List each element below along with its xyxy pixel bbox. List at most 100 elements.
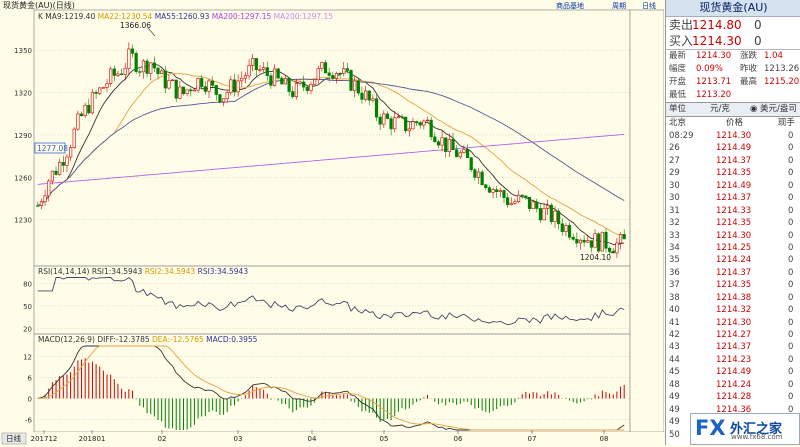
tick-row[interactable]: 49 1214.36 0	[666, 404, 800, 416]
chart-area[interactable]: 现货黄金(AU)(日线) 商品基地 周期 日线 1230 1260 1290 1320…	[0, 0, 665, 445]
tick-row[interactable]: 43 1214.37 0	[666, 341, 800, 353]
candle-body	[105, 83, 109, 88]
candle-body	[564, 225, 568, 232]
candle-body	[305, 86, 309, 91]
unit-radio-icon[interactable]: ◉	[750, 104, 758, 114]
unit-bar[interactable]: 单位 元/克 ◉ 美元/盎司	[666, 102, 800, 117]
candle-body	[316, 68, 320, 81]
tick-row[interactable]: 34 1214.25 0	[666, 242, 800, 254]
low-annotation-label: 1204.10	[580, 253, 611, 262]
tick-row[interactable]: 35 1214.24 0	[666, 254, 800, 266]
candle-body	[622, 234, 626, 240]
y-tick-label: 1230	[14, 217, 32, 225]
tick-price: 1214.38	[716, 292, 752, 303]
tick-row[interactable]: 36 1214.37 0	[666, 267, 800, 279]
tick-row[interactable]: 31 1214.33 0	[666, 205, 800, 217]
tick-row[interactable]: 40 1214.32 0	[666, 304, 800, 316]
tick-volume: 0	[788, 193, 794, 204]
tick-row[interactable]: 41 1214.30 0	[666, 317, 800, 329]
stat-row: 最低 1213.20	[666, 89, 800, 102]
legend-item: MACD:0.3955	[204, 335, 258, 344]
chart-svg[interactable]: 现货黄金(AU)(日线) 商品基地 周期 日线 1230126012901320…	[0, 0, 665, 445]
legend-item: RSI1:34.5943	[89, 267, 142, 276]
tick-row[interactable]: 08:29 1214.30 0	[666, 130, 800, 142]
candle-body	[389, 118, 393, 130]
candle-body	[313, 79, 317, 85]
tick-list[interactable]: 08:29 1214.30 0 26 1214.49 0 27 1214.37 0 29 1214.…	[666, 130, 800, 441]
tick-row[interactable]: 38 1214.38 0	[666, 292, 800, 304]
tick-row[interactable]: 26 1214.49 0	[666, 142, 800, 154]
stat-key: 开盘	[669, 77, 687, 87]
candle-body	[549, 204, 553, 223]
y-tick-label: 1290	[14, 132, 32, 140]
stat-key: 最新	[669, 51, 687, 61]
candle-body	[167, 80, 171, 89]
candle-body	[506, 197, 510, 206]
x-tick-label: 02	[158, 435, 167, 443]
candle-body	[43, 195, 47, 202]
logo-fx: FX	[695, 416, 726, 440]
candle-body	[342, 68, 346, 74]
tick-row[interactable]: 27 1214.37 0	[666, 155, 800, 167]
sell-row[interactable]: 卖出 1214.80 0	[666, 17, 800, 33]
tick-volume: 0	[788, 354, 794, 365]
tick-row[interactable]: 45 1214.49 0	[666, 366, 800, 378]
tick-price: 1214.49	[716, 367, 752, 378]
candlesticks[interactable]	[36, 42, 626, 258]
tick-row[interactable]: 44 1214.23 0	[666, 354, 800, 366]
legend-item: MA200:1297.15	[271, 12, 333, 21]
y-tick-label: 0	[28, 396, 32, 404]
tick-row[interactable]: 42 1214.27 0	[666, 329, 800, 341]
main-panel-frame	[33, 9, 631, 267]
chart-header-bg	[0, 0, 664, 10]
x-tick-label: 201712	[31, 435, 58, 443]
sell-volume: 0	[754, 18, 762, 32]
unit-value[interactable]: 元/克	[710, 104, 730, 114]
tick-row[interactable]: 37 1214.35 0	[666, 279, 800, 291]
tick-volume: 0	[788, 131, 794, 141]
period-button[interactable]: 周期	[612, 2, 626, 10]
tick-row[interactable]: 32 1214.35 0	[666, 217, 800, 229]
tick-header-time: 北京	[669, 118, 687, 128]
daily-button[interactable]: 日线	[642, 1, 656, 10]
tick-volume: 0	[788, 342, 794, 353]
tick-row[interactable]: 33 1214.30 0	[666, 230, 800, 242]
legend-item: MACD(12,26,9)	[38, 335, 95, 344]
product-base-button[interactable]: 商品基地	[556, 1, 584, 10]
tick-time: 34	[669, 242, 680, 253]
tick-row[interactable]: 30 1214.37 0	[666, 192, 800, 204]
candle-body	[429, 119, 433, 138]
unit-option[interactable]: 美元/盎司	[760, 104, 797, 114]
tick-row[interactable]: 29 1214.35 0	[666, 167, 800, 179]
tick-row[interactable]: 30 1214.49 0	[666, 180, 800, 192]
candle-body	[262, 67, 266, 70]
stat-row: 最新 1214.30 涨跌 1.04	[666, 50, 800, 63]
tick-price: 1214.37	[716, 342, 752, 353]
tick-time: 50	[669, 429, 680, 440]
candle-body	[116, 73, 120, 76]
period-selector[interactable]	[1, 432, 27, 445]
tick-row[interactable]: 48 1214.24 0	[666, 379, 800, 391]
tick-volume: 0	[788, 143, 794, 154]
tick-price: 1214.28	[716, 392, 752, 403]
tick-volume: 0	[788, 292, 794, 303]
candle-body	[54, 170, 58, 175]
candle-body	[393, 117, 397, 130]
tick-price: 1214.35	[716, 280, 752, 291]
tick-time: 36	[669, 267, 680, 278]
candle-body	[134, 53, 138, 72]
tick-volume: 0	[788, 255, 794, 266]
tick-price: 1214.23	[716, 354, 752, 365]
candle-body	[520, 194, 524, 197]
candle-body	[338, 73, 342, 75]
legend-item: DEA:-12.5765	[150, 335, 204, 344]
tick-row[interactable]: 49 1214.28 0	[666, 391, 800, 403]
period-selector-label[interactable]: 日线	[6, 433, 21, 443]
candle-body	[502, 190, 506, 198]
rsi-panel-frame	[33, 265, 631, 335]
tick-time: 30	[669, 193, 680, 204]
tick-time: 32	[669, 218, 680, 229]
candle-body	[407, 128, 411, 132]
buy-row[interactable]: 买入 1214.30 0	[666, 33, 800, 49]
macd-panel-frame	[33, 333, 631, 433]
